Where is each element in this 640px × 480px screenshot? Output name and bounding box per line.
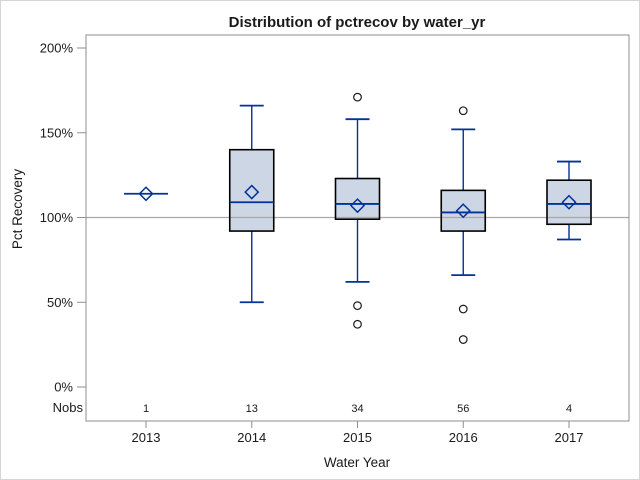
box-fill-2014 (229, 149, 274, 232)
chart-title: Distribution of pctrecov by water_yr (229, 14, 486, 31)
x-tick-label: 2013 (132, 430, 161, 445)
outlier-2015 (353, 92, 362, 102)
outlier-2015 (353, 301, 362, 311)
nobs-value-2017: 4 (566, 403, 572, 415)
y-tick-label: 150% (40, 125, 74, 140)
mean-diamond-2013 (138, 186, 154, 202)
plot-area: 0% 50% 100% 150% 200% 2013 1 2014 13 2015 34 2016 56… (40, 34, 630, 445)
mean-diamond-2014 (244, 184, 260, 200)
mean-diamond-2017 (561, 194, 577, 210)
box-outline-2017 (546, 179, 592, 226)
y-tick-label: 200% (40, 41, 74, 56)
x-tick-label: 2014 (237, 430, 266, 445)
x-axis-title: Water Year (324, 455, 391, 470)
outlier-2016 (458, 106, 468, 116)
outlier-2016 (458, 335, 468, 344)
y-tick-label: 0% (54, 380, 73, 395)
box-fill-2016 (441, 190, 486, 232)
nobs-value-2014: 13 (246, 403, 258, 415)
y-axis-title: Pct Recovery (10, 169, 25, 250)
nobs-value-2015: 34 (351, 403, 363, 415)
y-tick-label: 100% (40, 210, 74, 225)
nobs-value-2016: 56 (457, 403, 469, 415)
x-tick-label: 2016 (449, 430, 478, 445)
x-tick-label: 2017 (555, 430, 584, 445)
outlier-2016 (458, 304, 468, 314)
box-outline-2016 (440, 189, 487, 232)
box-outline-2015 (334, 177, 381, 220)
nobs-value-2013: 1 (143, 403, 149, 415)
box-outline-2014 (228, 148, 275, 232)
nobs-row-label: Nobs (53, 400, 84, 415)
outlier-2015 (353, 319, 362, 329)
x-tick-label: 2015 (343, 430, 372, 445)
y-tick-label: 50% (47, 295, 73, 310)
mean-diamond-2016 (455, 203, 471, 219)
mean-diamond-2015 (349, 198, 366, 214)
